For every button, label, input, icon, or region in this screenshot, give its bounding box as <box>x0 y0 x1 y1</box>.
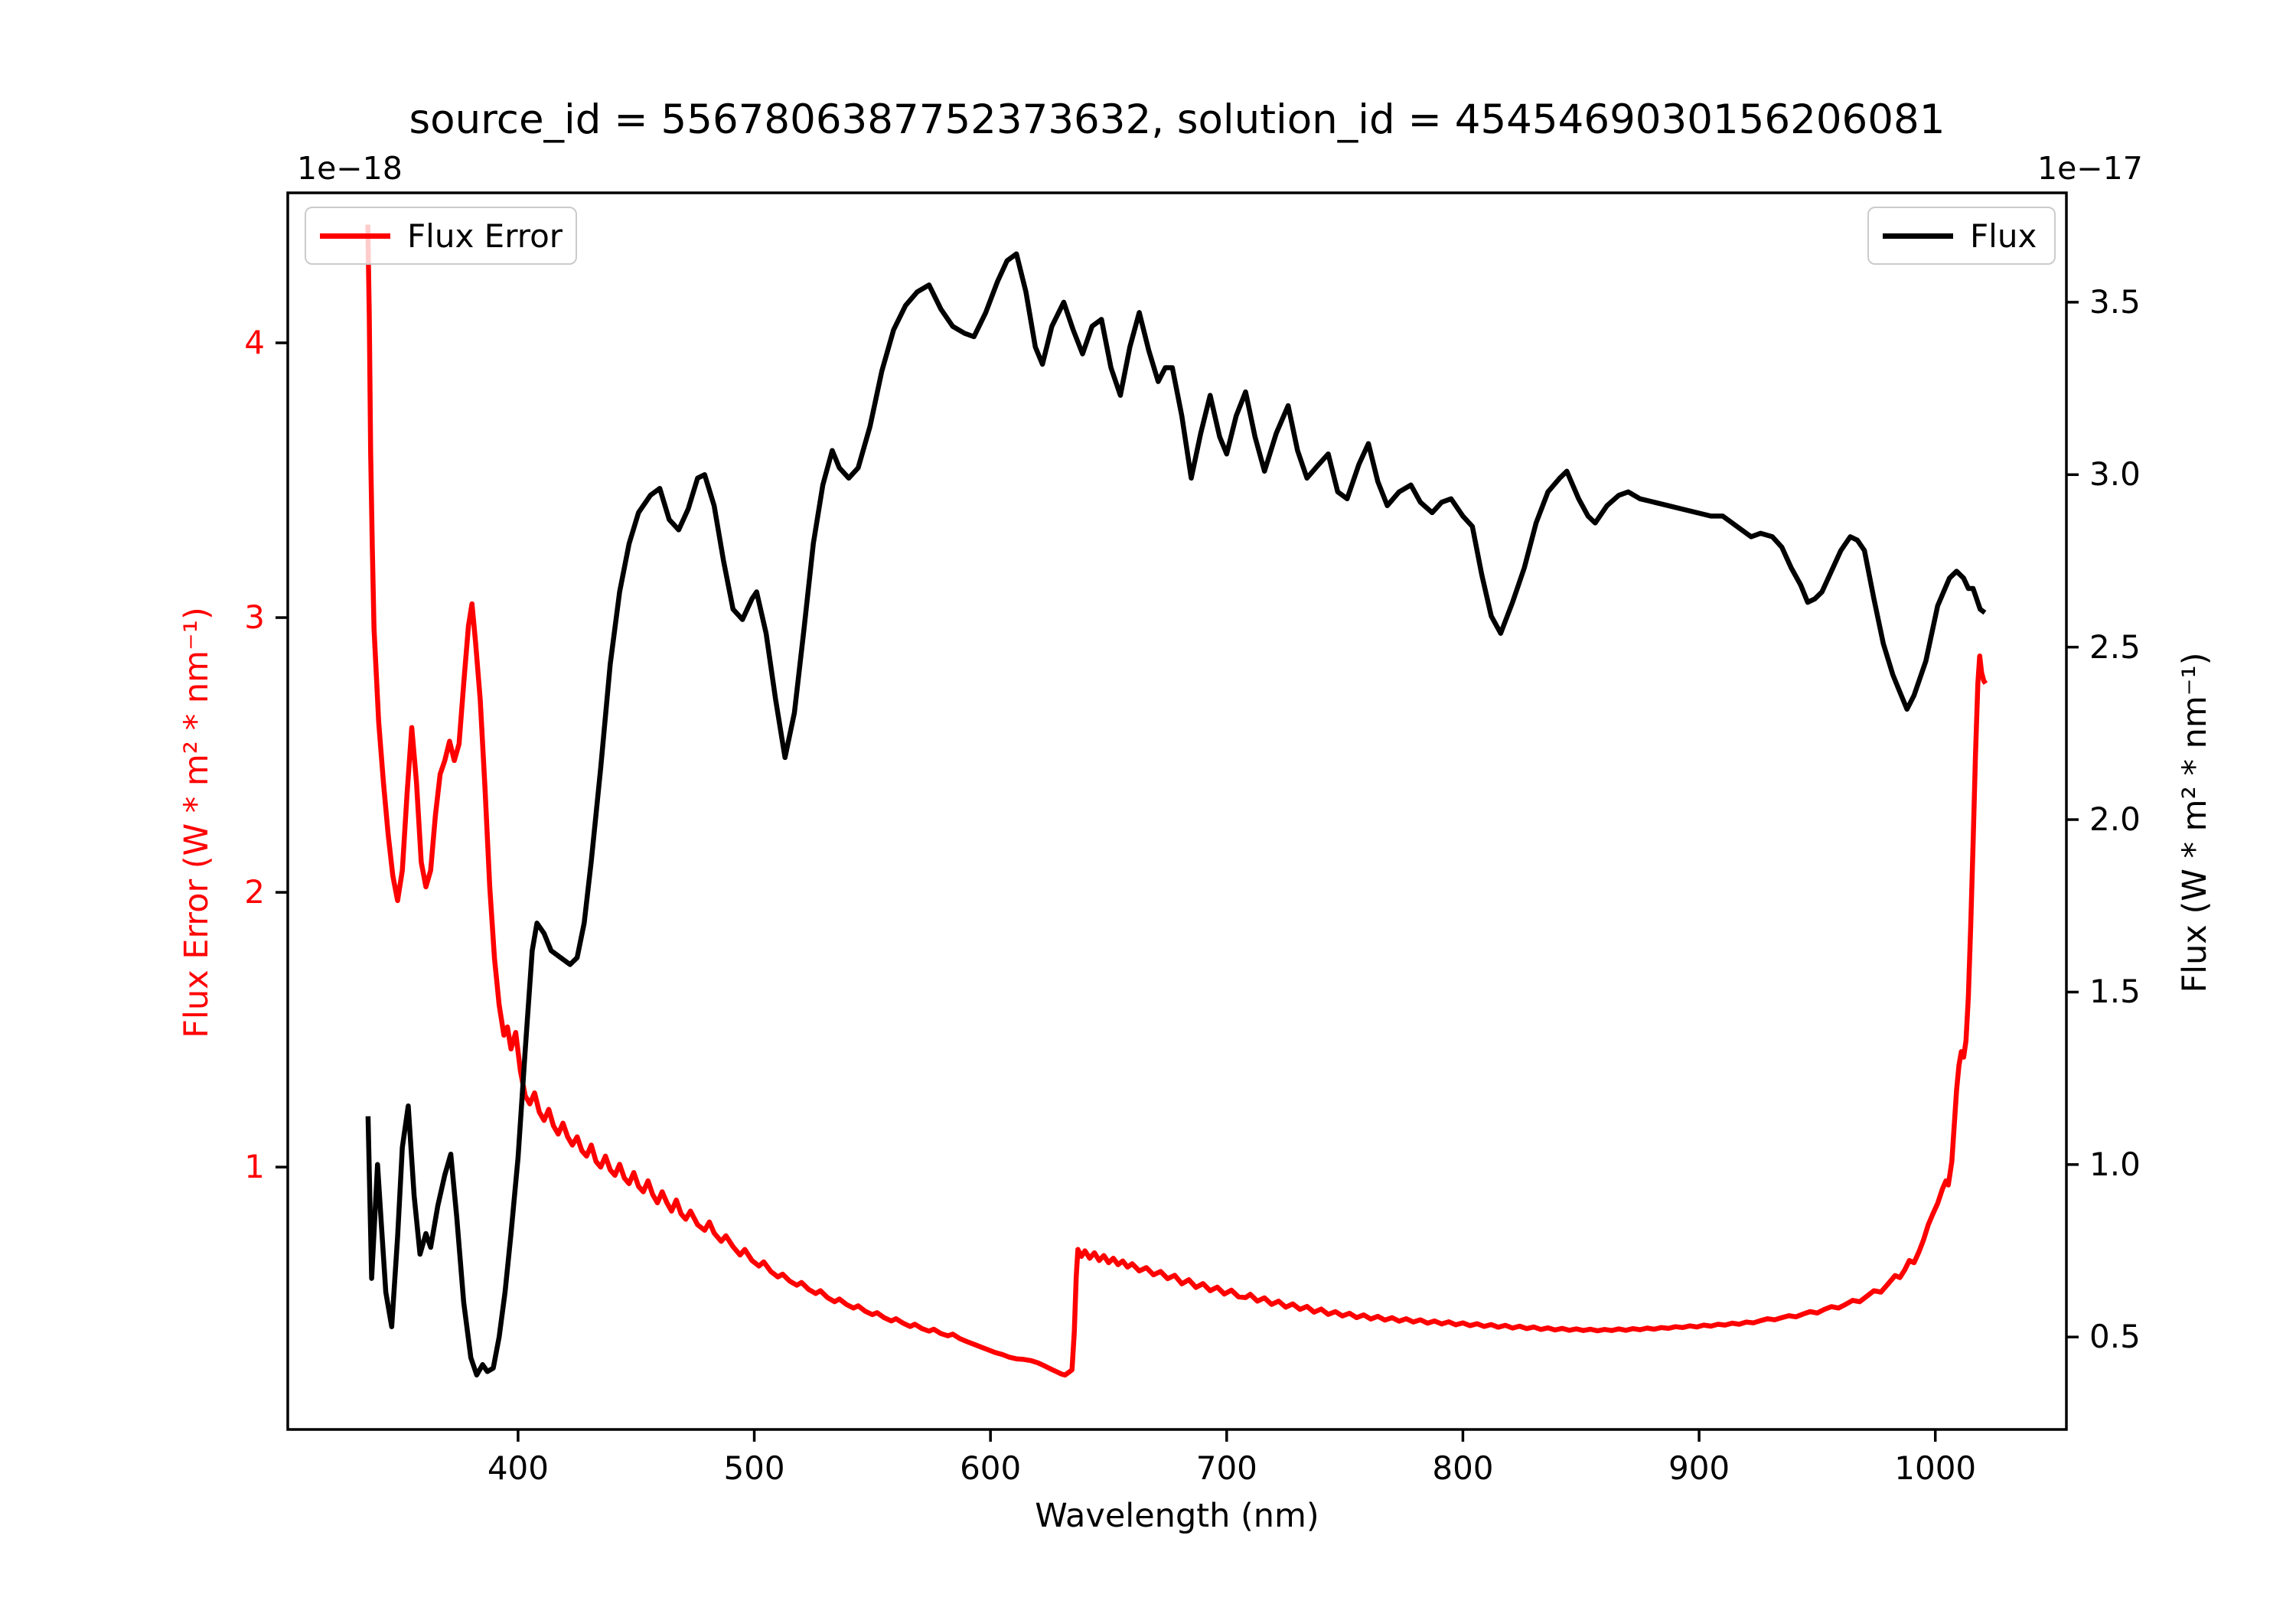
y-left-tick-label: 4 <box>244 324 265 362</box>
y-left-tick-label: 1 <box>244 1148 265 1186</box>
x-tick-label: 400 <box>487 1449 549 1487</box>
x-tick-label: 900 <box>1668 1449 1730 1487</box>
left-y-axis-label: Flux Error (W * m² * nm⁻¹) <box>178 607 216 1038</box>
y-left-tick-label: 2 <box>244 873 265 911</box>
y-right-tick-label: 1.0 <box>2089 1145 2141 1183</box>
y-right-tick-label: 3.5 <box>2089 282 2141 321</box>
x-tick-label: 500 <box>723 1449 785 1487</box>
legend-flux-label: Flux <box>1970 217 2037 255</box>
right-axis-offset-label: 1e−17 <box>2037 150 2143 187</box>
x-tick-label: 800 <box>1432 1449 1494 1487</box>
x-tick-label: 1000 <box>1894 1449 1977 1487</box>
legend-flux: Flux <box>1867 207 2056 265</box>
flux-line-sample <box>1883 233 1953 239</box>
y-right-tick-label: 2.5 <box>2089 627 2141 666</box>
legend-flux-error-label: Flux Error <box>407 217 563 255</box>
right-y-axis-label: Flux (W * m² * nm⁻¹) <box>2176 652 2214 993</box>
chart-title: source_id = 5567806387752373632, solutio… <box>409 96 1945 143</box>
series-flux <box>365 251 1987 1378</box>
y-right-tick-label: 2.0 <box>2089 800 2141 839</box>
flux-error-line-sample <box>320 233 390 239</box>
axes-spines <box>286 191 2068 1431</box>
legend-flux-error: Flux Error <box>305 207 577 265</box>
y-left-tick-label: 3 <box>244 598 265 637</box>
y-right-tick-label: 0.5 <box>2089 1318 2141 1356</box>
x-tick-label: 700 <box>1195 1449 1257 1487</box>
series-flux-error <box>365 224 1988 1378</box>
left-axis-offset-label: 1e−18 <box>297 150 403 187</box>
x-axis-label: Wavelength (nm) <box>1035 1497 1319 1535</box>
x-tick-label: 600 <box>960 1449 1022 1487</box>
y-right-tick-label: 3.0 <box>2089 455 2141 494</box>
y-right-tick-label: 1.5 <box>2089 973 2141 1011</box>
